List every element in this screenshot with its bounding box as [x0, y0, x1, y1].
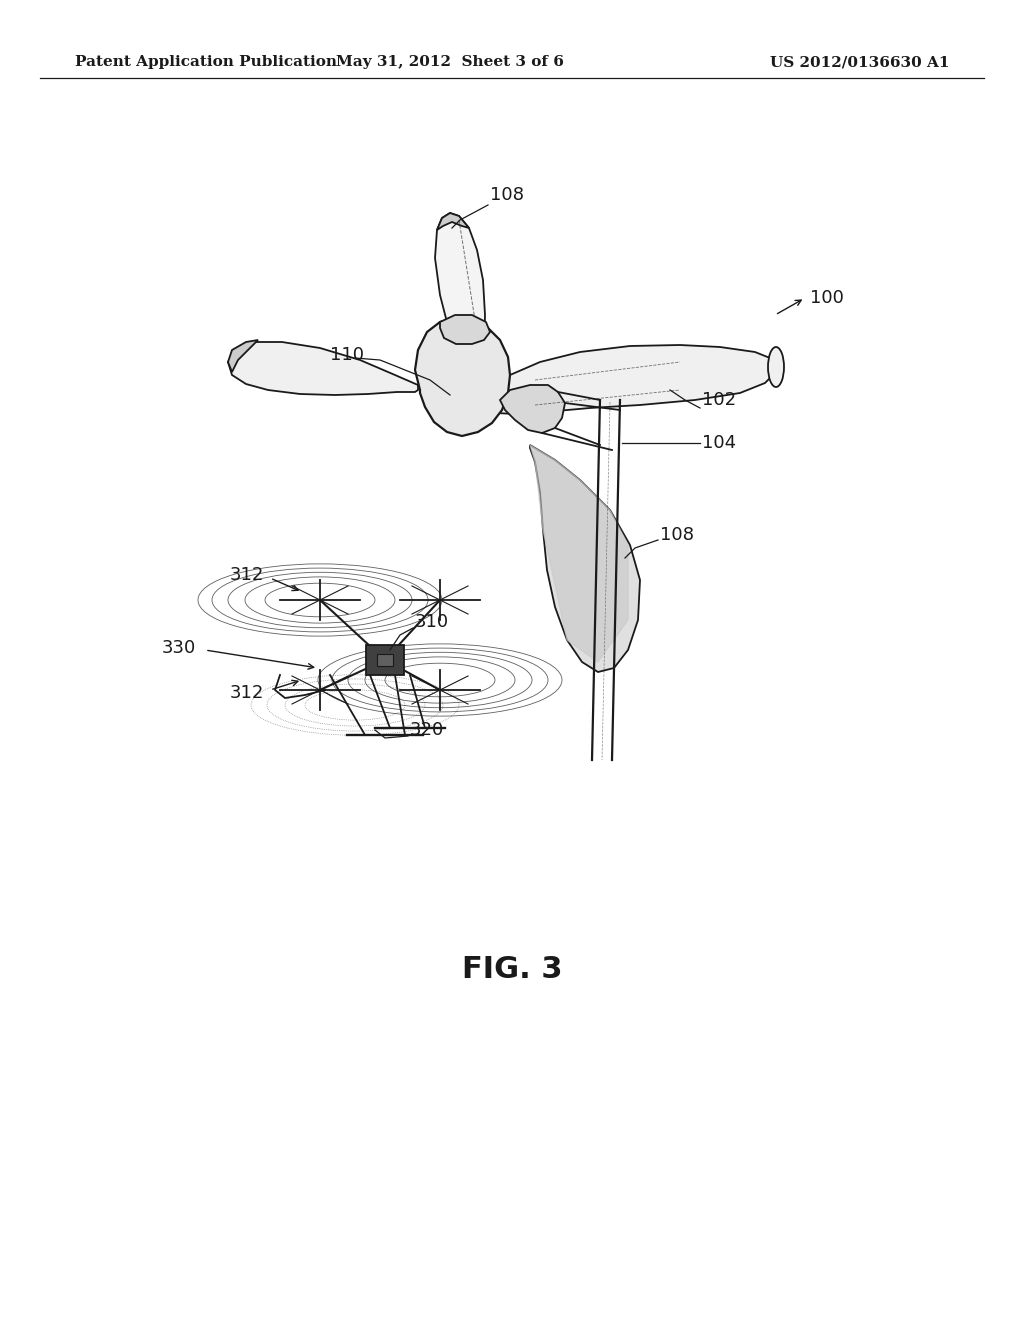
Polygon shape: [530, 445, 640, 672]
Text: 312: 312: [230, 566, 264, 583]
Bar: [377, 653, 393, 667]
Polygon shape: [440, 315, 490, 345]
Polygon shape: [490, 345, 776, 414]
Text: 110: 110: [330, 346, 364, 364]
Text: US 2012/0136630 A1: US 2012/0136630 A1: [770, 55, 950, 69]
Text: 104: 104: [702, 434, 736, 451]
Text: 108: 108: [660, 525, 694, 544]
Polygon shape: [530, 445, 628, 663]
Text: 102: 102: [702, 391, 736, 409]
Text: FIG. 3: FIG. 3: [462, 956, 562, 985]
Polygon shape: [437, 213, 469, 230]
Text: 330: 330: [162, 639, 197, 657]
Text: Patent Application Publication: Patent Application Publication: [75, 55, 337, 69]
Polygon shape: [228, 342, 418, 395]
Text: 100: 100: [810, 289, 844, 308]
Text: 108: 108: [490, 186, 524, 205]
Polygon shape: [500, 385, 565, 433]
Text: 320: 320: [410, 721, 444, 739]
Polygon shape: [435, 213, 485, 396]
Bar: [366, 645, 404, 675]
Polygon shape: [228, 341, 258, 372]
Text: 312: 312: [230, 684, 264, 702]
Polygon shape: [415, 318, 510, 436]
Text: May 31, 2012  Sheet 3 of 6: May 31, 2012 Sheet 3 of 6: [336, 55, 564, 69]
Ellipse shape: [768, 347, 784, 387]
Text: 310: 310: [415, 612, 450, 631]
